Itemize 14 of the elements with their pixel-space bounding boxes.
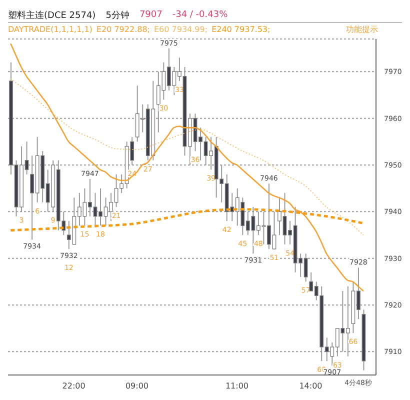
x-tick-label: 11:00 bbox=[225, 382, 249, 391]
line-series bbox=[10, 78, 364, 236]
text: 功能提示 bbox=[346, 24, 378, 35]
legend-title: DAYTRADE(1,1,1,1,1) bbox=[8, 24, 92, 34]
chart-subtitle: 5分钟 bbox=[106, 10, 130, 22]
x-tick-label: 09:00 bbox=[125, 382, 149, 391]
x-tick-label: 22:00 bbox=[62, 382, 86, 391]
text: E60 7934.99; bbox=[154, 24, 208, 34]
text: 7907 bbox=[139, 10, 162, 20]
chart-title: 塑料主连(DCE 2574) bbox=[8, 9, 96, 22]
text: E240 7937.53; bbox=[212, 24, 270, 34]
text: -34 / -0.43% bbox=[172, 10, 228, 20]
text: E20 7922.88; bbox=[96, 24, 150, 34]
x-tick-label: 14:00 bbox=[299, 382, 322, 391]
